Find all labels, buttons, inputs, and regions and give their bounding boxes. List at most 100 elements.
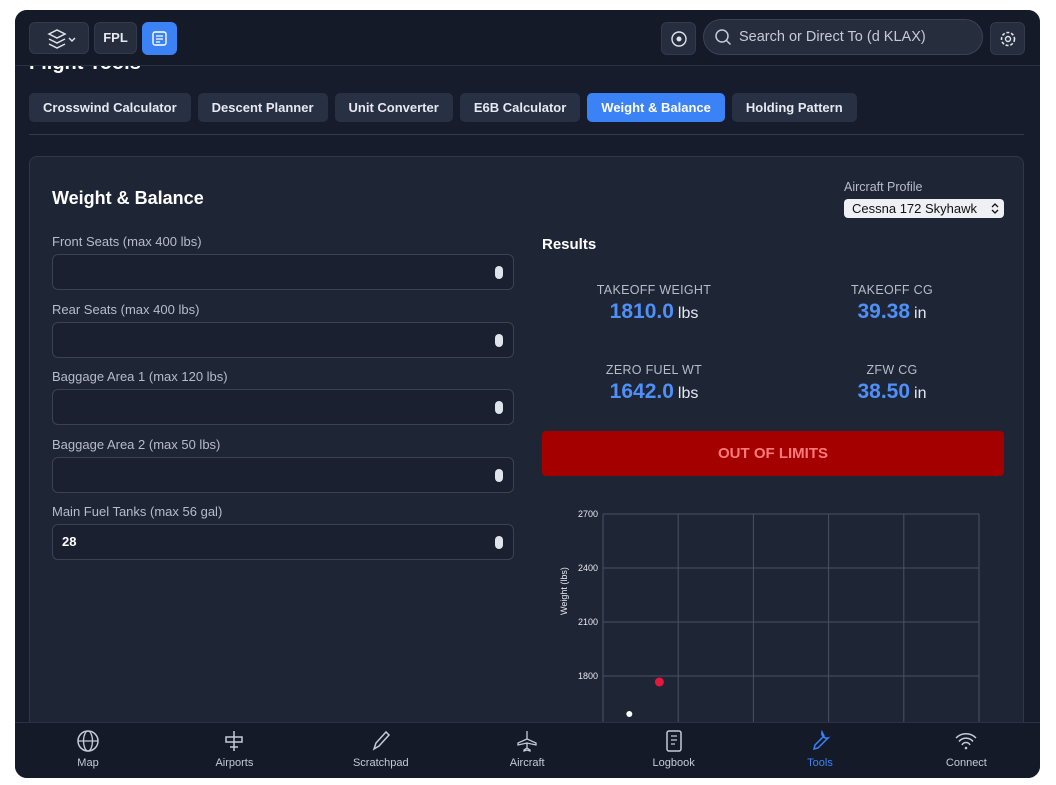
nav-icon <box>308 729 454 756</box>
number-input[interactable] <box>52 321 514 358</box>
results-title: Results <box>542 236 597 253</box>
icon <box>225 731 244 751</box>
y-tick-label: 1800 <box>578 671 598 681</box>
bottom-nav: Map Airports Scratchpad Aircraft Logbook Tool… <box>15 722 1040 778</box>
input-value: 28 <box>62 534 77 549</box>
stat-unit: lbs <box>677 385 699 402</box>
number-input[interactable] <box>52 389 514 425</box>
y-tick-label: 2400 <box>578 563 598 573</box>
stat-value-row: 38.50 in <box>782 380 1002 404</box>
divider <box>29 134 1024 135</box>
stat-value: 39.38 <box>857 300 911 323</box>
number-input[interactable] <box>52 456 514 493</box>
number-input[interactable] <box>52 254 514 290</box>
icon <box>77 730 99 752</box>
nav-item[interactable]: Aircraft <box>454 729 600 769</box>
y-axis-label: Weight (lbs) <box>559 567 569 615</box>
tab[interactable]: Holding Pattern <box>731 93 857 122</box>
notes-icon <box>152 31 167 46</box>
top-bar: FPL Search or Direct To (d KLAX) <box>15 10 1040 66</box>
icon <box>812 729 831 751</box>
stat-unit: lbs <box>677 305 699 322</box>
nav-icon <box>601 729 747 756</box>
stat-unit: in <box>914 385 927 402</box>
stat-value-row: 39.38 in <box>782 300 1002 324</box>
profile-select[interactable]: Cessna 172 Skyhawk <box>844 199 1004 218</box>
tab[interactable]: Unit Converter <box>334 93 453 122</box>
stat-label: TAKEOFF WEIGHT <box>596 283 712 297</box>
wb-card: Weight & Balance Aircraft Profile Cessna… <box>29 156 1024 722</box>
data-point <box>654 677 664 687</box>
wb-chart: 1800 2100 2400 2700 Weight (lbs) <box>559 509 980 722</box>
nav-item[interactable]: Connect <box>893 729 1039 769</box>
y-tick-label: 2100 <box>578 617 598 627</box>
stat-value-row: 1642.0 lbs <box>544 380 764 404</box>
nav-label: Map <box>77 757 99 769</box>
nav-label: Logbook <box>652 757 695 769</box>
data-point <box>626 710 633 717</box>
stat-label: ZFW CG <box>866 363 918 377</box>
nav-label: Connect <box>945 757 987 769</box>
page-title: Flight Tools <box>29 66 141 75</box>
nav-item[interactable]: Tools <box>747 729 893 769</box>
icon <box>955 733 977 750</box>
stat-value: 38.50 <box>857 380 911 403</box>
y-tick-label: 2700 <box>578 509 598 519</box>
icon <box>517 731 537 752</box>
tab-bar: Crosswind Calculator Descent Planner Unit … <box>29 93 857 122</box>
stat-label: ZERO FUEL WT <box>605 363 703 377</box>
field-label: Baggage Area 1 (max 120 lbs) <box>52 369 228 384</box>
search-placeholder: Search or Direct To (d KLAX) <box>739 29 926 45</box>
nav-item[interactable]: Airports <box>161 729 307 769</box>
field-label: Rear Seats (max 400 lbs) <box>52 301 200 317</box>
select-arrows <box>991 203 999 214</box>
fpl-button[interactable]: FPL <box>94 22 137 54</box>
search-icon <box>715 29 732 46</box>
nav-icon <box>747 729 893 756</box>
field-label: Main Fuel Tanks (max 56 gal) <box>52 504 223 519</box>
tab-active[interactable]: Weight & Balance <box>587 93 725 122</box>
search-box[interactable]: Search or Direct To (d KLAX) <box>703 19 983 55</box>
icon <box>372 730 390 751</box>
notes-button[interactable] <box>142 22 177 55</box>
status-banner: OUT OF LIMITS <box>542 431 1004 476</box>
field-label: Front Seats (max 400 lbs) <box>52 234 202 249</box>
spinner <box>495 468 503 482</box>
spinner <box>495 401 503 414</box>
nav-icon <box>161 729 307 756</box>
nav-icon <box>893 729 1039 756</box>
stat-label: TAKEOFF CG <box>851 283 933 297</box>
stat: TAKEOFF CG 39.38 in <box>782 283 1002 324</box>
stat: TAKEOFF WEIGHT 1810.0 lbs <box>544 283 764 324</box>
tab[interactable]: E6B Calculator <box>459 93 581 122</box>
content: Flight Tools Crosswind CalculatorDescent… <box>15 66 1040 722</box>
stat-unit: in <box>914 305 927 322</box>
spinner <box>495 266 503 279</box>
gear-icon <box>1000 31 1016 47</box>
nav-item[interactable]: Map <box>15 729 161 769</box>
nav-item[interactable]: Scratchpad <box>308 729 454 769</box>
nav-item[interactable]: Logbook <box>601 729 747 769</box>
layers-icon <box>47 29 76 49</box>
nav-icon <box>454 729 600 756</box>
number-input[interactable]: 28 <box>52 524 514 560</box>
stat-value: 1642.0 <box>609 380 674 403</box>
spinner <box>495 333 503 347</box>
nav-label: Tools <box>807 757 833 769</box>
nav-label: Aircraft <box>509 757 545 769</box>
field-label: Baggage Area 2 (max 50 lbs) <box>52 436 221 452</box>
tab[interactable]: Crosswind Calculator <box>29 93 191 122</box>
nav-icon <box>15 729 161 756</box>
profile-value: Cessna 172 Skyhawk <box>852 201 978 216</box>
app-window: FPL Search or Direct To (d KLAX) Flight … <box>15 10 1040 778</box>
stat-value-row: 1810.0 lbs <box>544 300 764 324</box>
locate-icon <box>671 31 687 47</box>
layers-button[interactable] <box>29 22 89 54</box>
nav-label: Scratchpad <box>352 757 409 769</box>
tab[interactable]: Descent Planner <box>197 93 328 122</box>
nav-label: Airports <box>215 757 254 769</box>
locate-button[interactable] <box>661 22 696 55</box>
settings-button[interactable] <box>990 22 1025 55</box>
stat: ZERO FUEL WT 1642.0 lbs <box>544 363 764 404</box>
